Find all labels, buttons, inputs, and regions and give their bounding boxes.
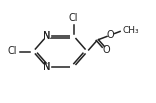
Text: O: O <box>102 45 110 55</box>
Text: Cl: Cl <box>7 46 17 57</box>
Text: CH₃: CH₃ <box>123 26 139 35</box>
Text: N: N <box>43 62 50 72</box>
Text: O: O <box>107 30 115 40</box>
Circle shape <box>43 64 51 69</box>
Circle shape <box>102 47 109 52</box>
Circle shape <box>43 34 51 39</box>
Text: N: N <box>43 31 50 41</box>
Text: Cl: Cl <box>69 13 78 23</box>
Circle shape <box>108 33 114 37</box>
Text: N: N <box>43 62 50 72</box>
Text: N: N <box>43 31 50 41</box>
